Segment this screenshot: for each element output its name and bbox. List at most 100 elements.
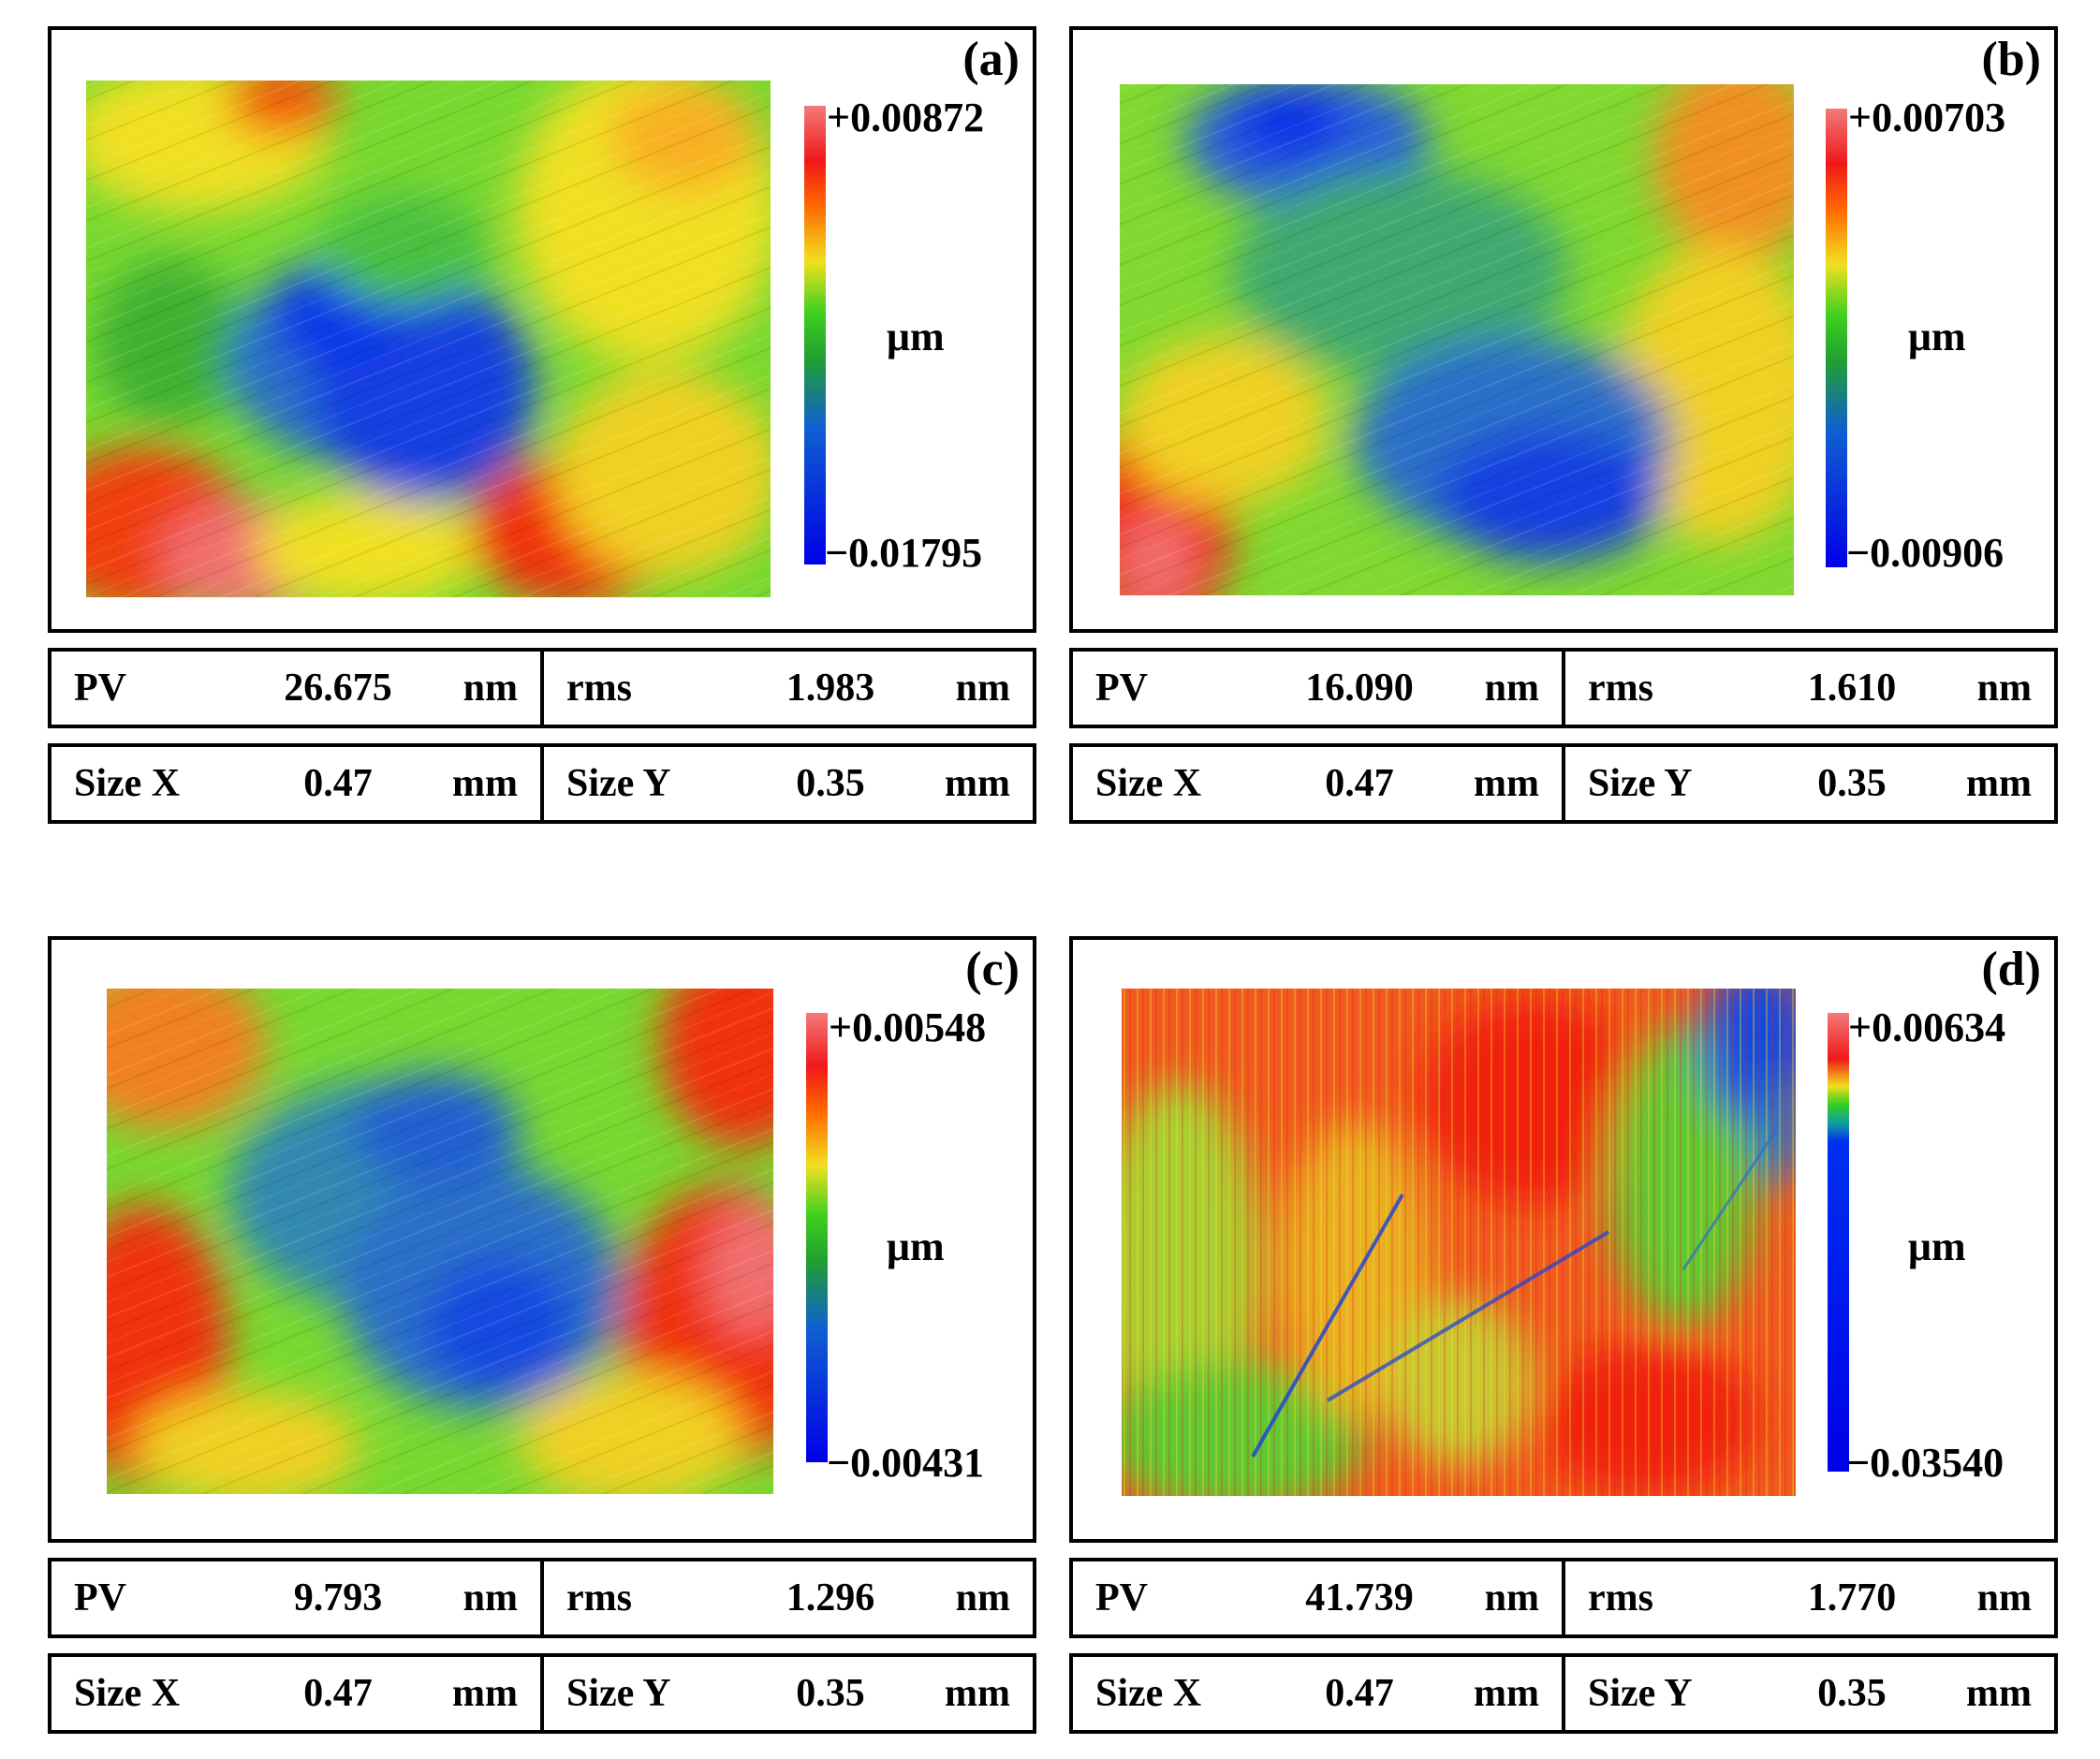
size-y-cell: Size Y 0.35 mm <box>1562 747 2054 820</box>
rms-value: 1.296 <box>786 1576 875 1620</box>
panel-label: (c) <box>965 943 1020 996</box>
panel-label: (a) <box>962 33 1020 86</box>
colorbar-b <box>1826 109 1847 567</box>
size-x-unit: mm <box>452 1672 518 1715</box>
colorbar-max: +0.00703 <box>1848 95 2006 140</box>
size-x-value: 0.47 <box>303 762 373 805</box>
pv-unit: nm <box>463 1576 518 1620</box>
stats-row-size: Size X 0.47 mm Size Y 0.35 mm <box>1069 1653 2058 1734</box>
colorbar-max: +0.00634 <box>1848 1004 2006 1050</box>
pv-cell: PV 41.739 nm <box>1073 1561 1562 1634</box>
rms-name: rms <box>1588 667 1653 710</box>
colorbar-c <box>806 1013 828 1462</box>
size-y-unit: mm <box>945 762 1010 805</box>
size-x-name: Size X <box>1095 762 1202 805</box>
size-y-name: Size Y <box>1588 1672 1693 1715</box>
colorbar-min: −0.03540 <box>1846 1440 2005 1486</box>
colorbar-unit: μm <box>1908 1224 1966 1269</box>
pv-value: 41.739 <box>1305 1576 1414 1620</box>
colorbar-min: −0.00431 <box>827 1440 985 1486</box>
pv-name: PV <box>74 667 126 710</box>
panel-d-frame: (d) +0.00634 μm −0.03540 <box>1069 936 2058 1543</box>
colorbar-min: −0.00906 <box>1846 530 2005 576</box>
pv-unit: nm <box>1484 1576 1539 1620</box>
stats-row-size: Size X 0.47 mm Size Y 0.35 mm <box>1069 743 2058 824</box>
stats-row-pv-rms: PV 9.793 nm rms 1.296 nm <box>48 1558 1036 1638</box>
size-y-cell: Size Y 0.35 mm <box>540 1657 1033 1730</box>
pv-value: 9.793 <box>293 1576 383 1620</box>
size-y-cell: Size Y 0.35 mm <box>540 747 1033 820</box>
size-x-value: 0.47 <box>303 1672 373 1715</box>
pv-cell: PV 16.090 nm <box>1073 652 1562 725</box>
size-x-value: 0.47 <box>1325 1672 1394 1715</box>
size-x-cell: Size X 0.47 mm <box>51 1657 540 1730</box>
size-x-cell: Size X 0.47 mm <box>51 747 540 820</box>
colorbar-a <box>804 106 826 564</box>
rms-value: 1.610 <box>1807 667 1897 710</box>
stats-row-pv-rms: PV 26.675 nm rms 1.983 nm <box>48 648 1036 728</box>
size-y-value: 0.35 <box>1817 762 1887 805</box>
rms-value: 1.983 <box>786 667 875 710</box>
stats-row-pv-rms: PV 41.739 nm rms 1.770 nm <box>1069 1558 2058 1638</box>
pv-value: 16.090 <box>1305 667 1414 710</box>
colorbar-max: +0.00548 <box>829 1004 987 1050</box>
pv-cell: PV 9.793 nm <box>51 1561 540 1634</box>
rms-cell: rms 1.983 nm <box>540 652 1033 725</box>
panel-c-frame: (c) +0.00548 μm −0.00431 <box>48 936 1036 1543</box>
size-y-value: 0.35 <box>796 762 865 805</box>
size-x-unit: mm <box>1474 1672 1539 1715</box>
rms-cell: rms 1.610 nm <box>1562 652 2054 725</box>
rms-name: rms <box>566 1576 632 1620</box>
rms-cell: rms 1.770 nm <box>1562 1561 2054 1634</box>
size-x-unit: mm <box>1474 762 1539 805</box>
stats-row-pv-rms: PV 16.090 nm rms 1.610 nm <box>1069 648 2058 728</box>
size-y-cell: Size Y 0.35 mm <box>1562 1657 2054 1730</box>
stats-row-size: Size X 0.47 mm Size Y 0.35 mm <box>48 743 1036 824</box>
rms-cell: rms 1.296 nm <box>540 1561 1033 1634</box>
panel-label: (d) <box>1981 943 2041 996</box>
size-x-name: Size X <box>74 762 181 805</box>
size-y-name: Size Y <box>1588 762 1693 805</box>
pv-value: 26.675 <box>284 667 392 710</box>
stats-row-size: Size X 0.47 mm Size Y 0.35 mm <box>48 1653 1036 1734</box>
size-x-name: Size X <box>74 1672 181 1715</box>
colorbar-unit: μm <box>887 1224 945 1269</box>
size-x-cell: Size X 0.47 mm <box>1073 1657 1562 1730</box>
pv-cell: PV 26.675 nm <box>51 652 540 725</box>
colorbar-min: −0.01795 <box>825 530 983 576</box>
pv-unit: nm <box>1484 667 1539 710</box>
size-x-name: Size X <box>1095 1672 1202 1715</box>
size-y-unit: mm <box>1966 762 2032 805</box>
pv-name: PV <box>74 1576 126 1620</box>
colorbar-unit: μm <box>1908 314 1966 359</box>
size-y-value: 0.35 <box>796 1672 865 1715</box>
size-y-name: Size Y <box>566 1672 671 1715</box>
rms-name: rms <box>566 667 632 710</box>
size-y-unit: mm <box>945 1672 1010 1715</box>
rms-unit: nm <box>955 1576 1010 1620</box>
panel-b-frame: (b) +0.00703 μm −0.00906 <box>1069 26 2058 633</box>
pv-unit: nm <box>463 667 518 710</box>
rms-value: 1.770 <box>1807 1576 1897 1620</box>
surface-map-c <box>107 989 773 1494</box>
rms-unit: nm <box>955 667 1010 710</box>
panel-a-frame: (a) +0.00872 μm −0.01795 <box>48 26 1036 633</box>
size-x-cell: Size X 0.47 mm <box>1073 747 1562 820</box>
pv-name: PV <box>1095 1576 1148 1620</box>
surface-map-d <box>1122 989 1796 1496</box>
size-x-value: 0.47 <box>1325 762 1394 805</box>
panel-label: (b) <box>1981 33 2041 86</box>
colorbar-d <box>1828 1013 1849 1472</box>
size-y-value: 0.35 <box>1817 1672 1887 1715</box>
rms-unit: nm <box>1976 667 2032 710</box>
colorbar-max: +0.00872 <box>827 95 985 140</box>
colorbar-unit: μm <box>887 314 945 359</box>
size-y-name: Size Y <box>566 762 671 805</box>
surface-map-b <box>1120 84 1794 595</box>
rms-unit: nm <box>1976 1576 2032 1620</box>
pv-name: PV <box>1095 667 1148 710</box>
size-y-unit: mm <box>1966 1672 2032 1715</box>
surface-map-a <box>86 81 771 597</box>
rms-name: rms <box>1588 1576 1653 1620</box>
size-x-unit: mm <box>452 762 518 805</box>
